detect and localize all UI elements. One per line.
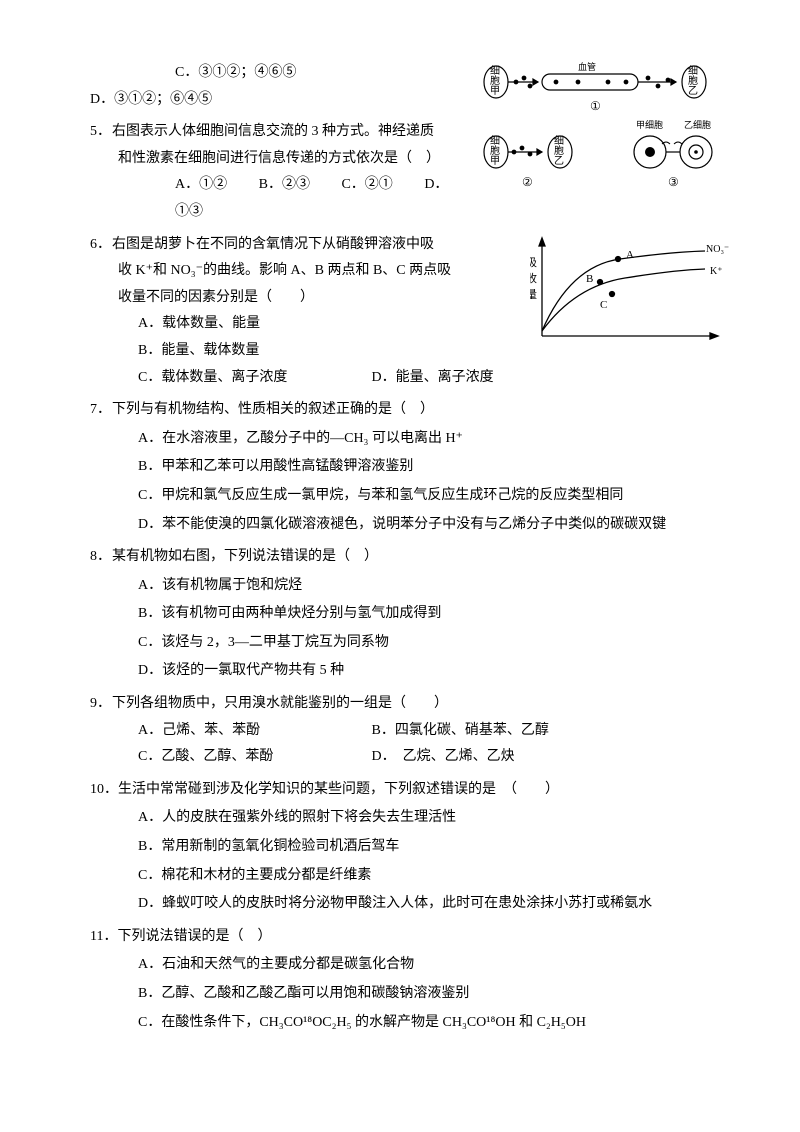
q7: 7．下列与有机物结构、性质相关的叙述正确的是（ ） A．在水溶液里，乙酸分子中的… (90, 397, 730, 538)
q6-text3: 收量不同的因素分别是（ ） (90, 285, 730, 312)
q8-optC: C．该烃与 2，3—二甲基丁烷互为同系物 (90, 630, 730, 657)
q7-optD: D．苯不能使溴的四氯化碳溶液褪色，说明苯分子中没有与乙烯分子中类似的碳碳双键 (90, 512, 730, 539)
q8-optD: D．该烃的一氯取代产物共有 5 种 (90, 658, 730, 685)
q4-optD: D．③①②；⑥④⑤ (90, 87, 212, 114)
q6-optD: D．能量、离子浓度 (372, 365, 602, 392)
q9-text: 下列各组物质中，只用溴水就能鉴别的一组是（ ） (112, 696, 448, 711)
q7-optC: C．甲烷和氯气反应生成一氯甲烷，与苯和氢气反应生成环己烷的反应类型相同 (90, 483, 730, 510)
q6-num: 6． (90, 232, 112, 259)
q9-optB: B．四氯化碳、硝基苯、乙醇 (372, 718, 602, 745)
q4-optC: C．③①②；④⑥⑤ (175, 60, 296, 87)
q6-text1: 右图是胡萝卜在不同的含氧情况下从硝酸钾溶液中吸 (112, 237, 434, 252)
q10-optA: A．人的皮肤在强紫外线的照射下将会失去生理活性 (90, 805, 730, 832)
q8-text: 某有机物如右图，下列说法错误的是（ ） (112, 549, 378, 564)
q4-tail-options: C．③①②；④⑥⑤ D．③①②；⑥④⑤ (90, 60, 730, 113)
q11-text: 下列说法错误的是（ ） (117, 929, 271, 944)
q10-optC: C．棉花和木材的主要成分都是纤维素 (90, 863, 730, 890)
q11-optC: C．在酸性条件下，CH₃CO¹⁸OC₂H₅ 的水解产物是 CH₃CO¹⁸OH 和… (90, 1010, 730, 1037)
q5-optC: C．②① (341, 177, 392, 192)
q10-optB: B．常用新制的氢氧化铜检验司机酒后驾车 (90, 834, 730, 861)
q7-optB: B．甲苯和乙苯可以用酸性高锰酸钾溶液鉴别 (90, 454, 730, 481)
q5-optB: B．②③ (259, 177, 310, 192)
q9-optD: D． 乙烷、乙烯、乙炔 (372, 744, 602, 771)
q10-optD: D．蜂蚁叮咬人的皮肤时将分泌物甲酸注入人体，此时可在患处涂抹小苏打或稀氨水 (90, 891, 730, 918)
q9-optA: A．己烯、苯、苯酚 (138, 718, 368, 745)
q11-optB: B．乙醇、乙酸和乙酸乙酯可以用饱和碳酸钠溶液鉴别 (90, 981, 730, 1008)
q11-num: 11． (90, 924, 117, 951)
q6-optB: B．能量、载体数量 (138, 338, 368, 365)
q5-text2: 和性激素在细胞间进行信息传递的方式依次是（ ） (90, 146, 730, 173)
q6-optA: A．载体数量、能量 (138, 311, 368, 338)
q7-text: 下列与有机物结构、性质相关的叙述正确的是（ ） (112, 402, 434, 417)
q10: 10．生活中常常碰到涉及化学知识的某些问题，下列叙述错误的是 （ ） A．人的皮… (90, 777, 730, 918)
q6-optC: C．载体数量、离子浓度 (138, 365, 368, 392)
q8-optB: B．该有机物可由两种单炔烃分别与氢气加成得到 (90, 601, 730, 628)
q9-optC: C．乙酸、乙醇、苯酚 (138, 744, 368, 771)
q5-optA: A．①② (175, 177, 227, 192)
q6: 6．右图是胡萝卜在不同的含氧情况下从硝酸钾溶液中吸 收 K⁺和 NO₃⁻的曲线。… (90, 232, 730, 392)
q8: 8．某有机物如右图，下列说法错误的是（ ） A．该有机物属于饱和烷烃 B．该有机… (90, 544, 730, 685)
q11-optA: A．石油和天然气的主要成分都是碳氢化合物 (90, 952, 730, 979)
q5-num: 5． (90, 119, 112, 146)
q7-num: 7． (90, 397, 112, 424)
q9: 9．下列各组物质中，只用溴水就能鉴别的一组是（ ） A．己烯、苯、苯酚 B．四氯… (90, 691, 730, 771)
q7-optA: A．在水溶液里，乙酸分子中的—CH₃ 可以电离出 H⁺ (90, 426, 730, 453)
q8-optA: A．该有机物属于饱和烷烃 (90, 573, 730, 600)
q11: 11．下列说法错误的是（ ） A．石油和天然气的主要成分都是碳氢化合物 B．乙醇… (90, 924, 730, 1036)
q6-text2: 收 K⁺和 NO₃⁻的曲线。影响 A、B 两点和 B、C 两点吸 (90, 258, 730, 285)
q10-text: 生活中常常碰到涉及化学知识的某些问题，下列叙述错误的是 （ ） (118, 782, 559, 797)
q5-text1: 右图表示人体细胞间信息交流的 3 种方式。神经递质 (112, 124, 434, 139)
q9-num: 9． (90, 691, 112, 718)
q10-num: 10． (90, 777, 118, 804)
q5: 5．右图表示人体细胞间信息交流的 3 种方式。神经递质 和性激素在细胞间进行信息… (90, 119, 730, 225)
q8-num: 8． (90, 544, 112, 571)
